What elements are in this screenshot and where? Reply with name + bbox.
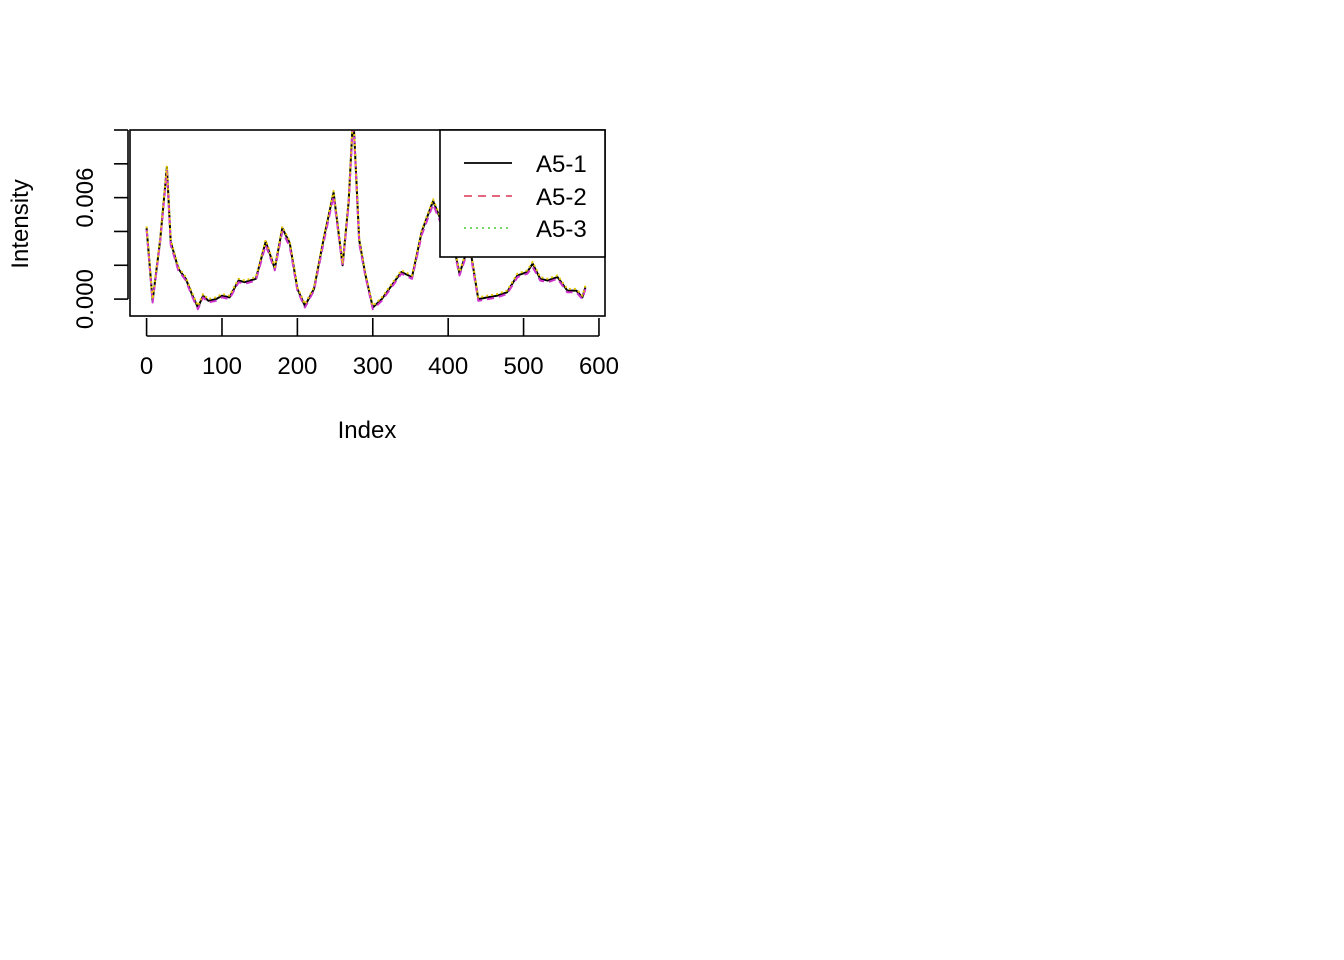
series-line-a5-2: [145, 130, 587, 311]
y-axis: 0.000 0.006: [72, 129, 129, 329]
legend-box: [439, 129, 606, 258]
x-tick-label: 0: [140, 353, 153, 380]
y-axis-label: Intensity: [7, 179, 34, 268]
y-tick-label: 0.000: [72, 269, 99, 329]
legend-label-a5-3: A5-3: [536, 216, 587, 243]
x-tick-label: 400: [428, 353, 468, 380]
series-group: [145, 130, 587, 311]
x-axis-label: Index: [338, 417, 397, 444]
x-tick-label: 100: [202, 353, 242, 380]
legend: A5-1 A5-2 A5-3: [439, 129, 606, 258]
y-tick-label: 0.006: [72, 168, 99, 228]
legend-label-a5-2: A5-2: [536, 184, 587, 211]
x-tick-label: 500: [504, 353, 544, 380]
x-tick-label: 200: [277, 353, 317, 380]
x-tick-label: 600: [579, 353, 619, 380]
x-tick-label: 300: [353, 353, 393, 380]
legend-label-a5-1: A5-1: [536, 151, 587, 178]
x-axis: 0 100 200 300 400 500 600: [140, 318, 619, 380]
